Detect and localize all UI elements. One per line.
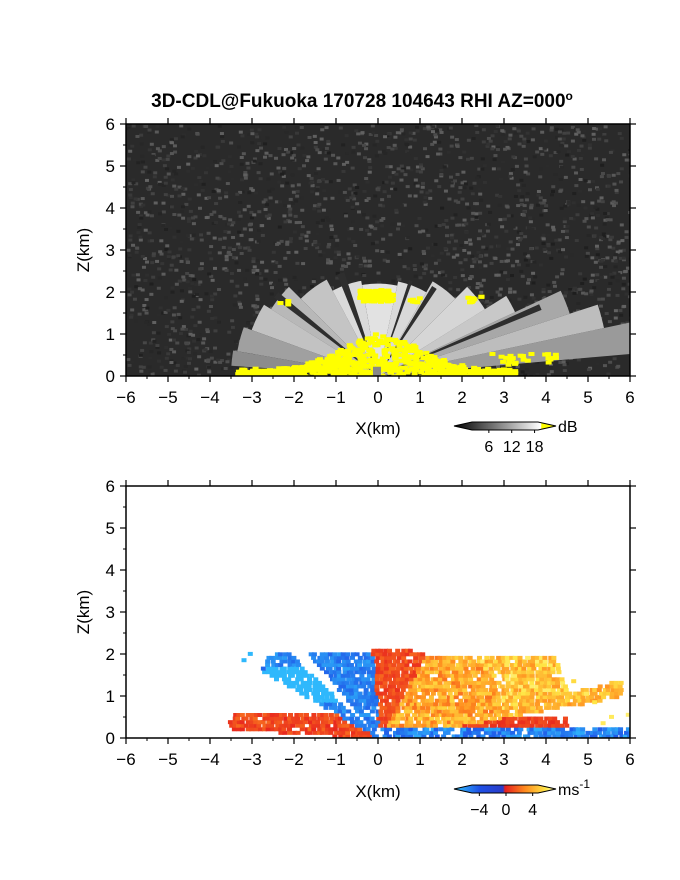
y-tick-label: 1 <box>106 687 115 706</box>
colorbar-tick-label: 12 <box>503 439 521 456</box>
y-tick-label: 4 <box>106 199 115 218</box>
colorbar-tick-label: 18 <box>526 439 544 456</box>
x-tick-label: −1 <box>326 388 345 407</box>
x-tick-label: −1 <box>326 750 345 769</box>
x-tick-label: 4 <box>541 750 550 769</box>
colorbar-tick-label: 4 <box>528 802 537 819</box>
y-tick-label: 2 <box>106 283 115 302</box>
y-tick-label: 1 <box>106 325 115 344</box>
y-tick-label: 0 <box>106 729 115 748</box>
saturated-echo <box>235 288 559 376</box>
reflectivity-axis-ticks: −6 −5 −4 −3 −2 −1 0 1 2 3 4 5 6 0 1 2 3 4 5 6 <box>106 115 636 407</box>
x-tick-label: 2 <box>457 388 466 407</box>
y-tick-label: 0 <box>106 367 115 386</box>
x-tick-label: 0 <box>373 388 382 407</box>
x-tick-label: −3 <box>242 750 261 769</box>
x-tick-label: −2 <box>284 388 303 407</box>
velocity-axis-ticks: −6 −5 −4 −3 −2 −1 0 1 2 3 4 5 6 0 1 2 3 4 5 6 <box>106 477 636 769</box>
reflectivity-colorbar: 6 12 18 dB <box>453 419 578 456</box>
x-tick-label: 5 <box>583 388 592 407</box>
x-tick-label: 6 <box>625 750 634 769</box>
velocity-y-axis-label: Z(km) <box>74 590 93 634</box>
y-tick-label: 2 <box>106 645 115 664</box>
x-tick-label: −3 <box>242 388 261 407</box>
reflectivity-x-axis-label: X(km) <box>355 419 400 438</box>
x-tick-label: 4 <box>541 388 550 407</box>
x-tick-label: −2 <box>284 750 303 769</box>
x-tick-label: −5 <box>158 388 177 407</box>
reflectivity-colorbar-unit: dB <box>558 419 578 436</box>
y-tick-label: 6 <box>106 477 115 496</box>
velocity-panel <box>227 648 630 738</box>
x-tick-label: 6 <box>625 388 634 407</box>
velocity-x-axis-label: X(km) <box>355 782 400 801</box>
x-tick-label: −4 <box>200 388 219 407</box>
x-tick-label: 3 <box>499 388 508 407</box>
y-tick-label: 3 <box>106 603 115 622</box>
velocity-colorbar: −4 0 4 ms-1 <box>453 777 590 819</box>
x-tick-label: −6 <box>116 750 135 769</box>
reflectivity-panel <box>126 124 630 376</box>
velocity-colorbar-unit: ms-1 <box>558 777 590 799</box>
x-tick-label: 0 <box>373 750 382 769</box>
reflectivity-y-axis-label: Z(km) <box>74 228 93 272</box>
colorbar-tick-label: −4 <box>470 802 488 819</box>
radar-site-marker <box>372 366 381 376</box>
x-tick-label: −6 <box>116 388 135 407</box>
y-tick-label: 4 <box>106 561 115 580</box>
x-tick-label: 1 <box>415 388 424 407</box>
x-tick-label: 3 <box>499 750 508 769</box>
x-tick-label: −5 <box>158 750 177 769</box>
colorbar-tick-label: 6 <box>484 439 493 456</box>
reflectivity-colorbar-bar <box>453 421 557 431</box>
x-tick-label: 1 <box>415 750 424 769</box>
chart-title: 3D-CDL@Fukuoka 170728 104643 RHI AZ=000o <box>151 89 573 112</box>
velocity-field <box>227 648 630 738</box>
x-tick-label: −4 <box>200 750 219 769</box>
echo-wedge <box>378 281 427 376</box>
velocity-colorbar-bar <box>453 784 557 794</box>
x-tick-label: 2 <box>457 750 466 769</box>
y-tick-label: 5 <box>106 519 115 538</box>
echo-wedge <box>362 283 398 376</box>
y-tick-label: 3 <box>106 241 115 260</box>
y-tick-label: 5 <box>106 157 115 176</box>
y-tick-label: 6 <box>106 115 115 134</box>
x-tick-label: 5 <box>583 750 592 769</box>
colorbar-tick-label: 0 <box>502 802 511 819</box>
